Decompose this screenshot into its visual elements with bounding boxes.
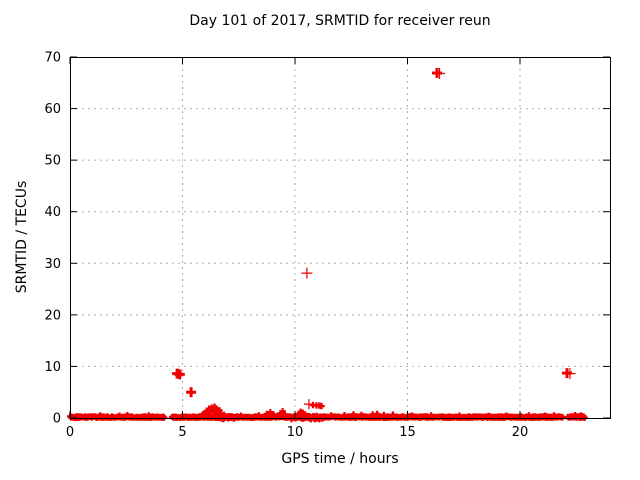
y-tick-label: 60 bbox=[44, 102, 61, 117]
outlier-points-thin bbox=[301, 68, 576, 410]
outlier-points-bold bbox=[172, 68, 572, 398]
chart-title: Day 101 of 2017, SRMTID for receiver reu… bbox=[189, 13, 491, 29]
x-axis-label: GPS time / hours bbox=[281, 451, 399, 467]
y-tick-label: 50 bbox=[44, 154, 61, 169]
grid-lines bbox=[70, 57, 610, 418]
y-tick-label: 70 bbox=[44, 51, 61, 66]
y-tick-label: 10 bbox=[44, 360, 61, 375]
data-points bbox=[67, 68, 588, 423]
elevated-points bbox=[97, 401, 584, 420]
x-tick-label: 10 bbox=[287, 425, 304, 440]
y-tick-label: 0 bbox=[53, 412, 61, 427]
tick-labels: 0 10 20 30 40 50 60 70 0 5 10 15 20 bbox=[44, 51, 528, 441]
y-tick-label: 40 bbox=[44, 205, 61, 220]
x-tick-label: 20 bbox=[512, 425, 529, 440]
y-tick-label: 20 bbox=[44, 308, 61, 323]
x-tick-label: 15 bbox=[399, 425, 416, 440]
x-tick-label: 5 bbox=[178, 425, 186, 440]
y-tick-label: 30 bbox=[44, 257, 61, 272]
axis-border bbox=[69, 56, 611, 419]
baseline-band-points bbox=[67, 412, 588, 423]
x-tick-label: 0 bbox=[66, 425, 74, 440]
